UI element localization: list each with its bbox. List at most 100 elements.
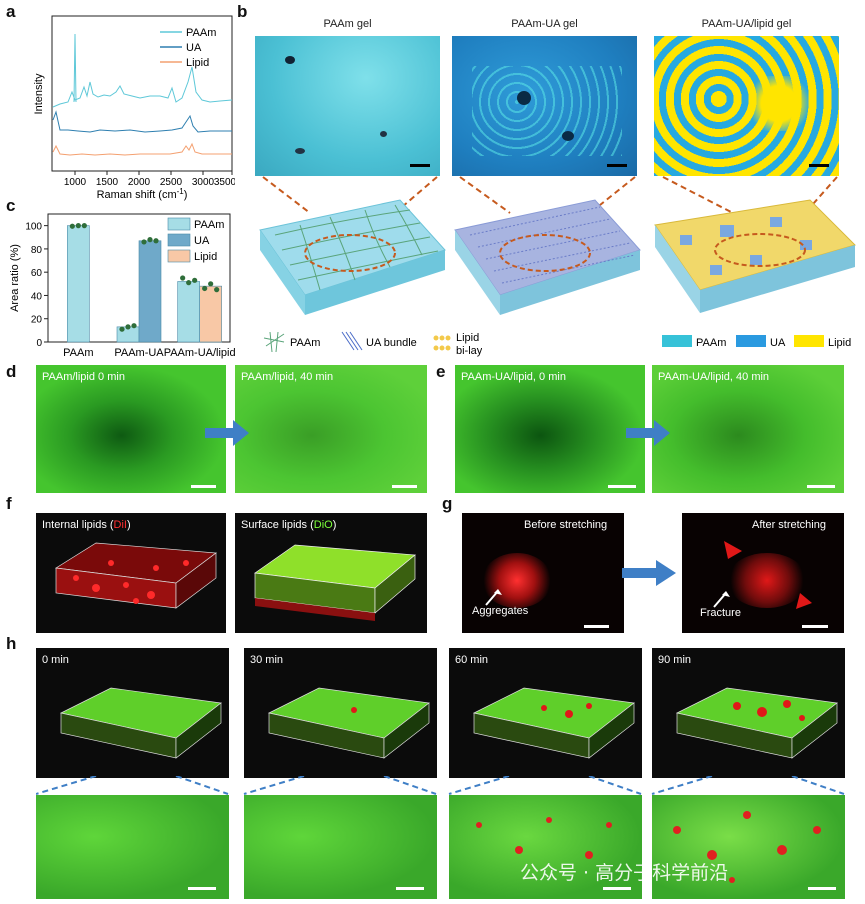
panel-label-a: a bbox=[6, 2, 16, 21]
x-category-label: PAAm-UA bbox=[114, 347, 164, 359]
scale-bar bbox=[410, 164, 430, 167]
legend-lipid: Lipid bbox=[456, 332, 479, 344]
h-zoom-connectors bbox=[36, 776, 845, 795]
data-point bbox=[119, 326, 125, 332]
data-point bbox=[81, 223, 87, 229]
h-3d-90min: 90 min bbox=[652, 648, 845, 778]
raman-axes-frame bbox=[51, 15, 233, 172]
legend-label-ua: UA bbox=[194, 235, 210, 247]
internal-lipids-label: Internal lipids (DiI) bbox=[42, 519, 131, 531]
h-time-0min: 0 min bbox=[42, 654, 69, 666]
data-point bbox=[208, 281, 214, 287]
raman-trace-paam-peak bbox=[73, 33, 77, 103]
aggregates-label: Aggregates bbox=[472, 605, 529, 617]
raman-xtick-1500: 1500 bbox=[96, 177, 119, 188]
schematic-legend-right: PAAm UA Lipid bbox=[662, 335, 851, 349]
surface-lipids-label: Surface lipids (DiO) bbox=[241, 519, 337, 531]
data-point bbox=[192, 277, 198, 283]
legend-text-lipid: Lipid bbox=[186, 57, 209, 69]
paam-ua-lipid-0min-image: PAAm-UA/lipid, 0 min bbox=[455, 365, 645, 493]
x-category-label: PAAm bbox=[63, 347, 93, 359]
raman-xtick-2000: 2000 bbox=[128, 177, 151, 188]
legend-paam-network: PAAm bbox=[290, 337, 320, 349]
h-zoom-90min bbox=[652, 795, 845, 899]
y-tick-label: 40 bbox=[31, 291, 43, 302]
raman-trace-paam bbox=[52, 66, 233, 108]
raman-xtick-3500: 3500 bbox=[214, 177, 235, 188]
scale-bar bbox=[392, 485, 417, 488]
gel-title-paam-ua: PAAm-UA gel bbox=[511, 18, 578, 30]
legend-bilayer: bi-layer bbox=[456, 345, 482, 357]
data-point bbox=[214, 287, 220, 293]
scale-bar bbox=[607, 164, 627, 167]
bar-ua bbox=[138, 240, 162, 343]
paam-lipid-40min-image: PAAm/lipid, 40 min bbox=[235, 365, 427, 493]
data-point bbox=[141, 239, 147, 245]
after-stretching-image: After stretching Fracture bbox=[682, 513, 844, 633]
scale-bar bbox=[807, 485, 835, 488]
panel-label-b: b bbox=[237, 2, 248, 21]
legend-text-ua: UA bbox=[186, 42, 202, 54]
raman-spectrum-plot: 1000 1500 2000 2500 3000 3500 Raman shif… bbox=[33, 15, 235, 202]
scale-bar bbox=[191, 485, 216, 488]
panel-label-f: f bbox=[6, 494, 12, 513]
gel-title-paam: PAAm gel bbox=[323, 18, 372, 30]
raman-xtick-3000: 3000 bbox=[192, 177, 215, 188]
y-tick-label: 100 bbox=[25, 222, 42, 233]
panel-label-g: g bbox=[442, 494, 453, 513]
after-stretching-label: After stretching bbox=[752, 519, 826, 531]
raman-xtick-2500: 2500 bbox=[160, 177, 183, 188]
legend-label-paam: PAAm bbox=[194, 219, 224, 231]
h-3d-60min: 60 min bbox=[449, 648, 642, 778]
y-tick-label: 80 bbox=[31, 245, 43, 256]
data-point bbox=[202, 285, 208, 292]
h-zoom-60min bbox=[449, 795, 642, 899]
before-stretching-image: Before stretching Aggregates bbox=[462, 513, 624, 633]
y-axis-label: Area ratio (%) bbox=[9, 244, 21, 312]
panel-label-d: d bbox=[6, 362, 17, 381]
data-point bbox=[180, 275, 186, 281]
h-time-30min: 30 min bbox=[250, 654, 284, 666]
bar-paam bbox=[67, 225, 90, 343]
paam-network-schematic bbox=[259, 199, 446, 315]
gel-schematics bbox=[259, 199, 856, 315]
paam-lipid-0min-image: PAAm/lipid 0 min bbox=[36, 365, 226, 493]
transition-arrow-g bbox=[622, 560, 676, 586]
data-point bbox=[153, 238, 159, 244]
raman-xticks bbox=[74, 171, 233, 175]
data-point bbox=[75, 223, 81, 229]
paam-ua-lipid-40min-image: PAAm-UA/lipid, 40 min bbox=[652, 365, 844, 493]
before-stretching-label: Before stretching bbox=[524, 519, 608, 531]
legend-text-paam: PAAm bbox=[186, 27, 216, 39]
paam-ua-lipid-40min-label: PAAm-UA/lipid, 40 min bbox=[658, 371, 770, 383]
raman-xtick-1000: 1000 bbox=[64, 177, 87, 188]
data-point bbox=[125, 324, 131, 330]
legend-right-lipid: Lipid bbox=[828, 337, 851, 349]
paam-gel-micrograph bbox=[255, 36, 440, 176]
transition-arrow-e bbox=[626, 420, 670, 446]
scale-bar bbox=[584, 625, 609, 628]
data-point bbox=[69, 223, 75, 229]
h-zoom-30min bbox=[244, 795, 437, 899]
legend-swatch-ua bbox=[167, 233, 191, 247]
scale-bar bbox=[188, 887, 216, 890]
h-time-90min: 90 min bbox=[658, 654, 692, 666]
raman-xlabel: Raman shift (cm-1) bbox=[97, 187, 188, 202]
paam-ua-lipid-0min-label: PAAm-UA/lipid, 0 min bbox=[461, 371, 566, 383]
y-tick-label: 20 bbox=[31, 315, 43, 326]
raman-trace-lipid bbox=[52, 142, 232, 156]
bar-paam bbox=[177, 281, 200, 343]
legend-swatch-paam bbox=[167, 217, 191, 231]
y-tick-label: 60 bbox=[31, 268, 43, 279]
h-3d-0min: 0 min bbox=[36, 648, 229, 778]
data-point bbox=[131, 323, 137, 329]
paam-ua-gel-micrograph bbox=[452, 36, 637, 176]
raman-trace-ua bbox=[52, 110, 232, 133]
scale-bar bbox=[608, 485, 636, 488]
panel-label-c: c bbox=[6, 196, 16, 215]
data-point bbox=[186, 280, 192, 286]
h-3d-30min: 30 min bbox=[244, 648, 437, 778]
transition-arrow-d bbox=[205, 420, 249, 446]
paam-ua-lipid-schematic bbox=[654, 199, 856, 313]
